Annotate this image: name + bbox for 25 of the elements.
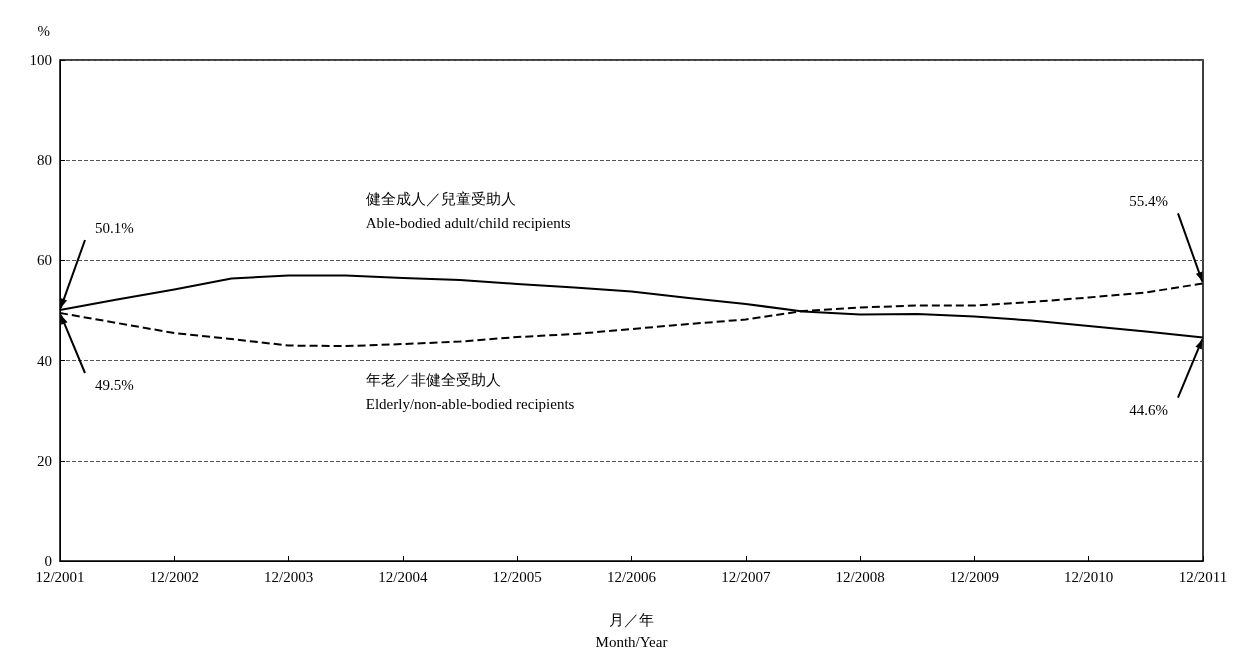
y-tick-label: 40 [37,352,52,369]
x-tick-label: 12/2002 [149,568,199,585]
x-tick-label: 12/2003 [264,568,314,585]
y-axis-title: % [37,22,50,39]
y-tick-label: 0 [44,553,52,569]
series-label: 年老／非健全受助人 Elderly/non-able-bodied recipients [365,372,575,413]
y-tick-label: 80 [37,152,52,169]
annotation: 55.4% [1129,193,1168,210]
annotation: 49.5% [95,377,134,394]
x-axis-title: 月／年 Month/Year [595,612,668,650]
y-tick-label: 60 [37,252,52,269]
x-tick-label: 12/2011 [1178,568,1228,585]
annotation: 50.1% [95,220,134,236]
x-tick-label: 12/2007 [721,568,771,585]
x-tick-label: 12/2008 [835,568,885,585]
text: 健全成人／兒童受助人 Able-bodied adult/child recipients [365,191,571,232]
x-tick-label: 12/2001 [35,568,85,585]
x-tick-label: 12/2006 [606,568,657,585]
y-tick-label: 20 [37,452,52,469]
x-tick-label: 12/2004 [378,568,428,585]
x-tick-label: 12/2005 [492,568,542,585]
y-tick-label: 100 [29,52,52,68]
annotation: 44.6% [1129,401,1168,418]
x-tick-label: 12/2009 [949,568,999,585]
x-tick-label: 12/2010 [1064,568,1114,585]
